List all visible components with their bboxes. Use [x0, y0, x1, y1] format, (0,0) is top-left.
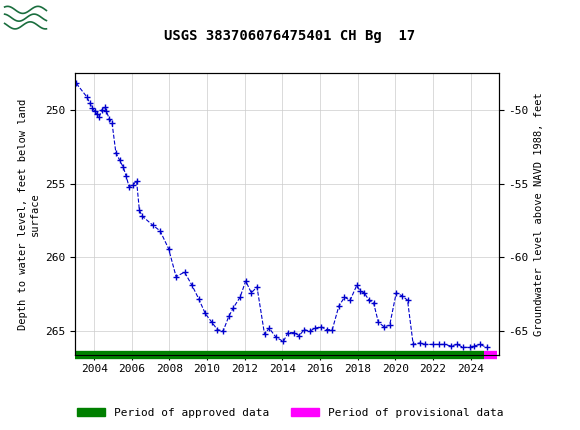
- Bar: [0, 0, 102, 35]
- Y-axis label: Groundwater level above NAVD 1988, feet: Groundwater level above NAVD 1988, feet: [534, 92, 544, 336]
- Text: USGS: USGS: [55, 10, 102, 25]
- Text: USGS 383706076475401 CH Bg  17: USGS 383706076475401 CH Bg 17: [164, 29, 416, 43]
- Legend: Period of approved data, Period of provisional data: Period of approved data, Period of provi…: [72, 403, 508, 422]
- Y-axis label: Depth to water level, feet below land
surface: Depth to water level, feet below land su…: [19, 98, 40, 329]
